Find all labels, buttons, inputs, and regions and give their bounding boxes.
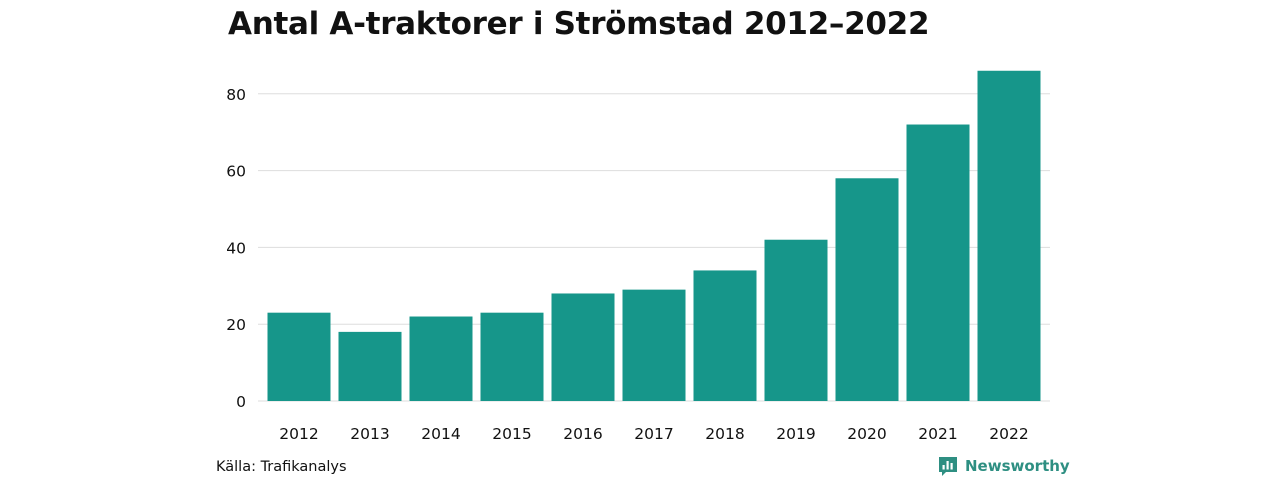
bars [267,70,1041,402]
x-tick-label: 2021 [918,425,957,443]
y-tick-label: 20 [226,316,246,334]
newsworthy-logo-icon [939,457,957,476]
x-tick-label: 2014 [421,425,460,443]
brand-name: Newsworthy [965,457,1070,475]
y-tick-label: 60 [226,163,246,181]
bar-2014 [409,316,473,401]
y-tick-label: 40 [226,239,246,257]
bar-2016 [551,293,615,401]
brand-logo: Newsworthy [937,455,1070,477]
x-tick-label: 2017 [634,425,673,443]
source-note: Källa: Trafikanalys [216,459,347,475]
x-tick-label: 2019 [776,425,815,443]
x-tick-label: 2022 [989,425,1028,443]
y-tick-label: 0 [236,393,246,411]
x-tick-label: 2012 [279,425,318,443]
bar-2021 [906,124,970,402]
chart-title: Antal A-traktorer i Strömstad 2012–2022 [228,6,930,42]
y-axis-ticks: 0 20 40 60 80 [226,86,246,411]
x-tick-label: 2013 [350,425,389,443]
bar-2015 [480,312,544,401]
x-axis-ticks: 2012 2013 2014 2015 2016 2017 2018 2019 2020 2021… [279,425,1028,443]
bar-2017 [622,289,686,401]
x-tick-label: 2015 [492,425,531,443]
bar-2019 [764,239,828,401]
bar-2018 [693,270,757,401]
y-tick-label: 80 [226,86,246,104]
x-tick-label: 2020 [847,425,886,443]
bar-2012 [267,312,331,401]
bar-2022 [977,70,1041,401]
bar-2020 [835,178,899,401]
x-tick-label: 2018 [705,425,744,443]
x-tick-label: 2016 [563,425,602,443]
bar-2013 [338,331,402,401]
